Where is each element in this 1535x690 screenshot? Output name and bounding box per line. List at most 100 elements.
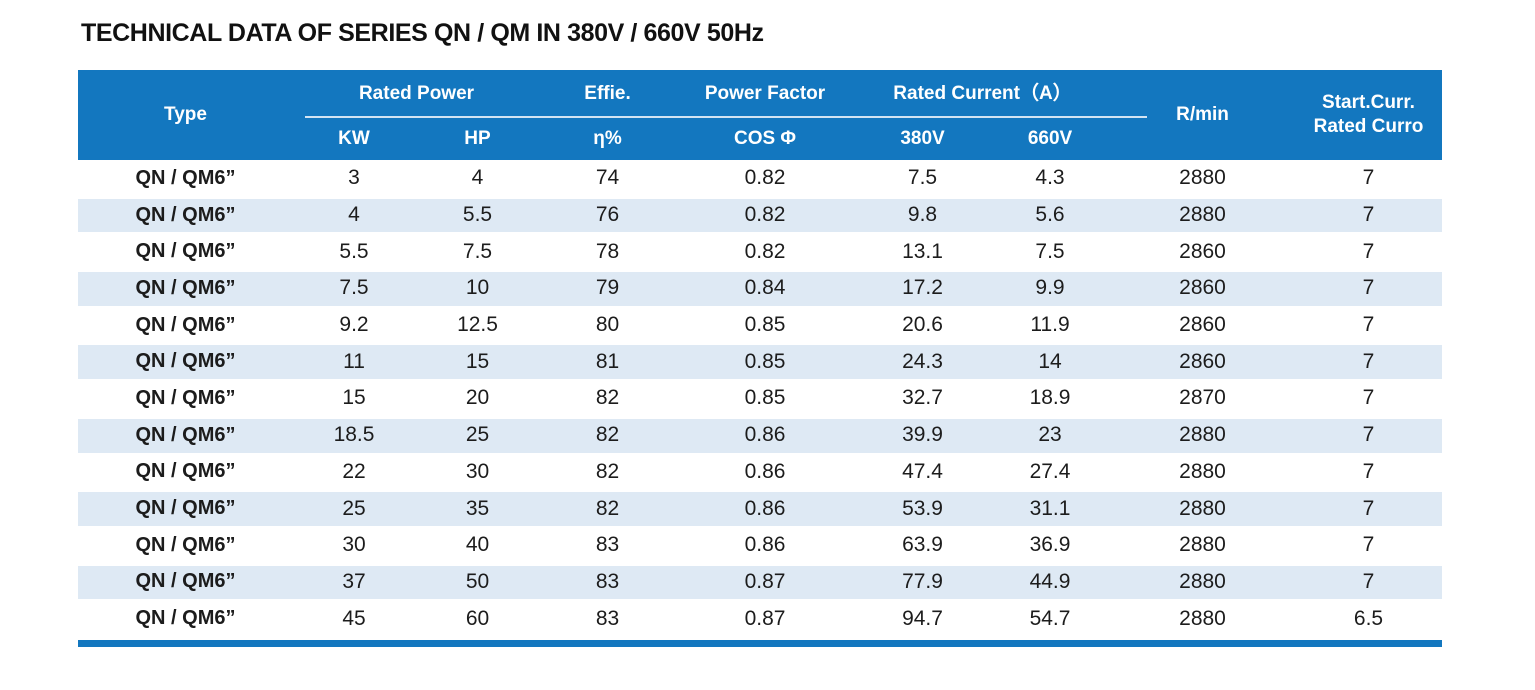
cell-eta-percent: 78 [595, 239, 620, 263]
table-row: QN / QM6” 25 35 82 0.86 53.9 31.1 2880 7 [78, 490, 1442, 527]
table-row: QN / QM6” 22 30 82 0.86 47.4 27.4 2880 7 [78, 453, 1442, 491]
table-row: QN / QM6” 45 60 83 0.87 94.7 54.7 2880 6… [78, 600, 1442, 637]
cell-current-660v: 9.9 [1035, 276, 1065, 300]
cell-eta-percent: 82 [595, 423, 620, 447]
cell-rpm: 2870 [1179, 386, 1226, 410]
cell-type: QN / QM6” [135, 240, 236, 263]
cell-cos-phi: 0.87 [744, 569, 786, 593]
cell-cos-phi: 0.86 [744, 459, 786, 483]
cell-start-current: 7 [1362, 496, 1375, 520]
cell-rpm: 2880 [1179, 569, 1226, 593]
cell-hp: 25 [465, 423, 490, 447]
table-row: QN / QM6” 7.5 10 79 0.84 17.2 9.9 2860 7 [78, 270, 1442, 307]
table-row: QN / QM6” 4 5.5 76 0.82 9.8 5.6 2880 7 [78, 196, 1442, 234]
cell-current-660v: 31.1 [1029, 496, 1071, 520]
cell-cos-phi: 0.84 [744, 276, 786, 300]
cell-current-660v: 7.5 [1035, 239, 1065, 263]
cell-rpm: 2880 [1179, 606, 1226, 630]
cell-current-380v: 32.7 [902, 386, 943, 410]
cell-current-660v: 14 [1038, 349, 1062, 373]
cell-rpm: 2860 [1179, 313, 1226, 337]
cell-eta-percent: 83 [595, 533, 620, 557]
table-body: QN / QM6” 3 4 74 0.82 7.5 4.3 2880 7 QN … [78, 160, 1442, 637]
cell-type: QN / QM6” [135, 350, 236, 373]
cell-rpm: 2880 [1179, 166, 1226, 190]
cell-hp: 4 [471, 166, 484, 190]
cell-rpm: 2860 [1179, 239, 1226, 263]
cell-current-380v: 20.6 [902, 313, 943, 337]
cell-rpm: 2880 [1179, 533, 1226, 557]
table-row: QN / QM6” 30 40 83 0.86 63.9 36.9 2880 7 [78, 526, 1442, 564]
cell-current-380v: 63.9 [902, 533, 943, 557]
cell-kw: 22 [342, 459, 366, 483]
col-header-power-factor: Power Factor [704, 82, 826, 104]
cell-hp: 12.5 [457, 313, 498, 337]
table-row: QN / QM6” 9.2 12.5 80 0.85 20.6 11.9 286… [78, 306, 1442, 344]
col-header-type: Type [164, 104, 207, 126]
cell-start-current: 7 [1362, 166, 1375, 190]
cell-current-660v: 36.9 [1029, 533, 1071, 557]
cell-hp: 35 [465, 496, 490, 520]
cell-start-current: 6.5 [1353, 606, 1384, 630]
cell-current-380v: 9.8 [907, 203, 938, 227]
table-row: QN / QM6” 5.5 7.5 78 0.82 13.1 7.5 2860 … [78, 233, 1442, 271]
cell-cos-phi: 0.82 [744, 203, 786, 227]
cell-current-380v: 7.5 [907, 166, 938, 190]
cell-eta-percent: 79 [595, 276, 620, 300]
cell-eta-percent: 74 [595, 166, 620, 190]
table-row: QN / QM6” 37 50 83 0.87 77.9 44.9 2880 7 [78, 563, 1442, 601]
cell-start-current: 7 [1362, 569, 1375, 593]
cell-eta-percent: 83 [595, 569, 620, 593]
cell-type: QN / QM6” [135, 497, 236, 520]
cell-eta-percent: 82 [595, 459, 620, 483]
col-header-380v: 380V [900, 127, 945, 149]
cell-cos-phi: 0.86 [744, 533, 786, 557]
col-header-start-current: Start.Curr. Rated Curro [1295, 70, 1442, 160]
table-header: Type Rated Power KW HP Effie. η% Power F… [78, 70, 1442, 160]
col-header-kw: KW [338, 127, 370, 149]
cell-current-380v: 17.2 [902, 276, 943, 300]
cell-type: QN / QM6” [135, 313, 236, 336]
cell-hp: 15 [465, 349, 490, 373]
col-header-rated-current: Rated Current（A） [893, 82, 1072, 104]
cell-hp: 30 [465, 459, 490, 483]
cell-start-current: 7 [1362, 459, 1375, 483]
col-header-hp: HP [464, 127, 491, 149]
cell-current-380v: 24.3 [902, 349, 943, 373]
cell-rpm: 2860 [1179, 276, 1226, 300]
cell-current-660v: 4.3 [1035, 166, 1065, 190]
cell-type: QN / QM6” [135, 276, 236, 299]
cell-cos-phi: 0.82 [744, 239, 786, 263]
cell-cos-phi: 0.86 [744, 423, 786, 447]
cell-hp: 20 [465, 386, 490, 410]
cell-type: QN / QM6” [135, 203, 236, 226]
cell-cos-phi: 0.85 [744, 386, 786, 410]
cell-type: QN / QM6” [135, 460, 236, 483]
cell-current-660v: 44.9 [1029, 569, 1071, 593]
cell-cos-phi: 0.85 [744, 349, 786, 373]
cell-start-current: 7 [1362, 203, 1375, 227]
cell-eta-percent: 76 [595, 203, 620, 227]
cell-eta-percent: 81 [595, 349, 620, 373]
cell-current-380v: 53.9 [902, 496, 943, 520]
cell-type: QN / QM6” [135, 386, 236, 409]
cell-hp: 10 [465, 276, 490, 300]
cell-start-current: 7 [1362, 276, 1375, 300]
cell-hp: 60 [465, 606, 490, 630]
cell-start-current: 7 [1362, 533, 1375, 557]
cell-kw: 15 [342, 386, 366, 410]
cell-current-660v: 27.4 [1029, 459, 1071, 483]
cell-eta-percent: 83 [595, 606, 620, 630]
cell-hp: 7.5 [462, 239, 493, 263]
col-header-rpm: R/min [1176, 104, 1229, 126]
cell-type: QN / QM6” [135, 570, 236, 593]
cell-current-660v: 18.9 [1029, 386, 1071, 410]
cell-rpm: 2880 [1179, 496, 1226, 520]
cell-start-current: 7 [1362, 386, 1375, 410]
cell-type: QN / QM6” [135, 607, 236, 630]
cell-hp: 5.5 [462, 203, 493, 227]
start-current-label-line1: Start.Curr. [1322, 92, 1415, 114]
cell-eta-percent: 80 [595, 313, 620, 337]
col-header-660v: 660V [1027, 127, 1073, 149]
